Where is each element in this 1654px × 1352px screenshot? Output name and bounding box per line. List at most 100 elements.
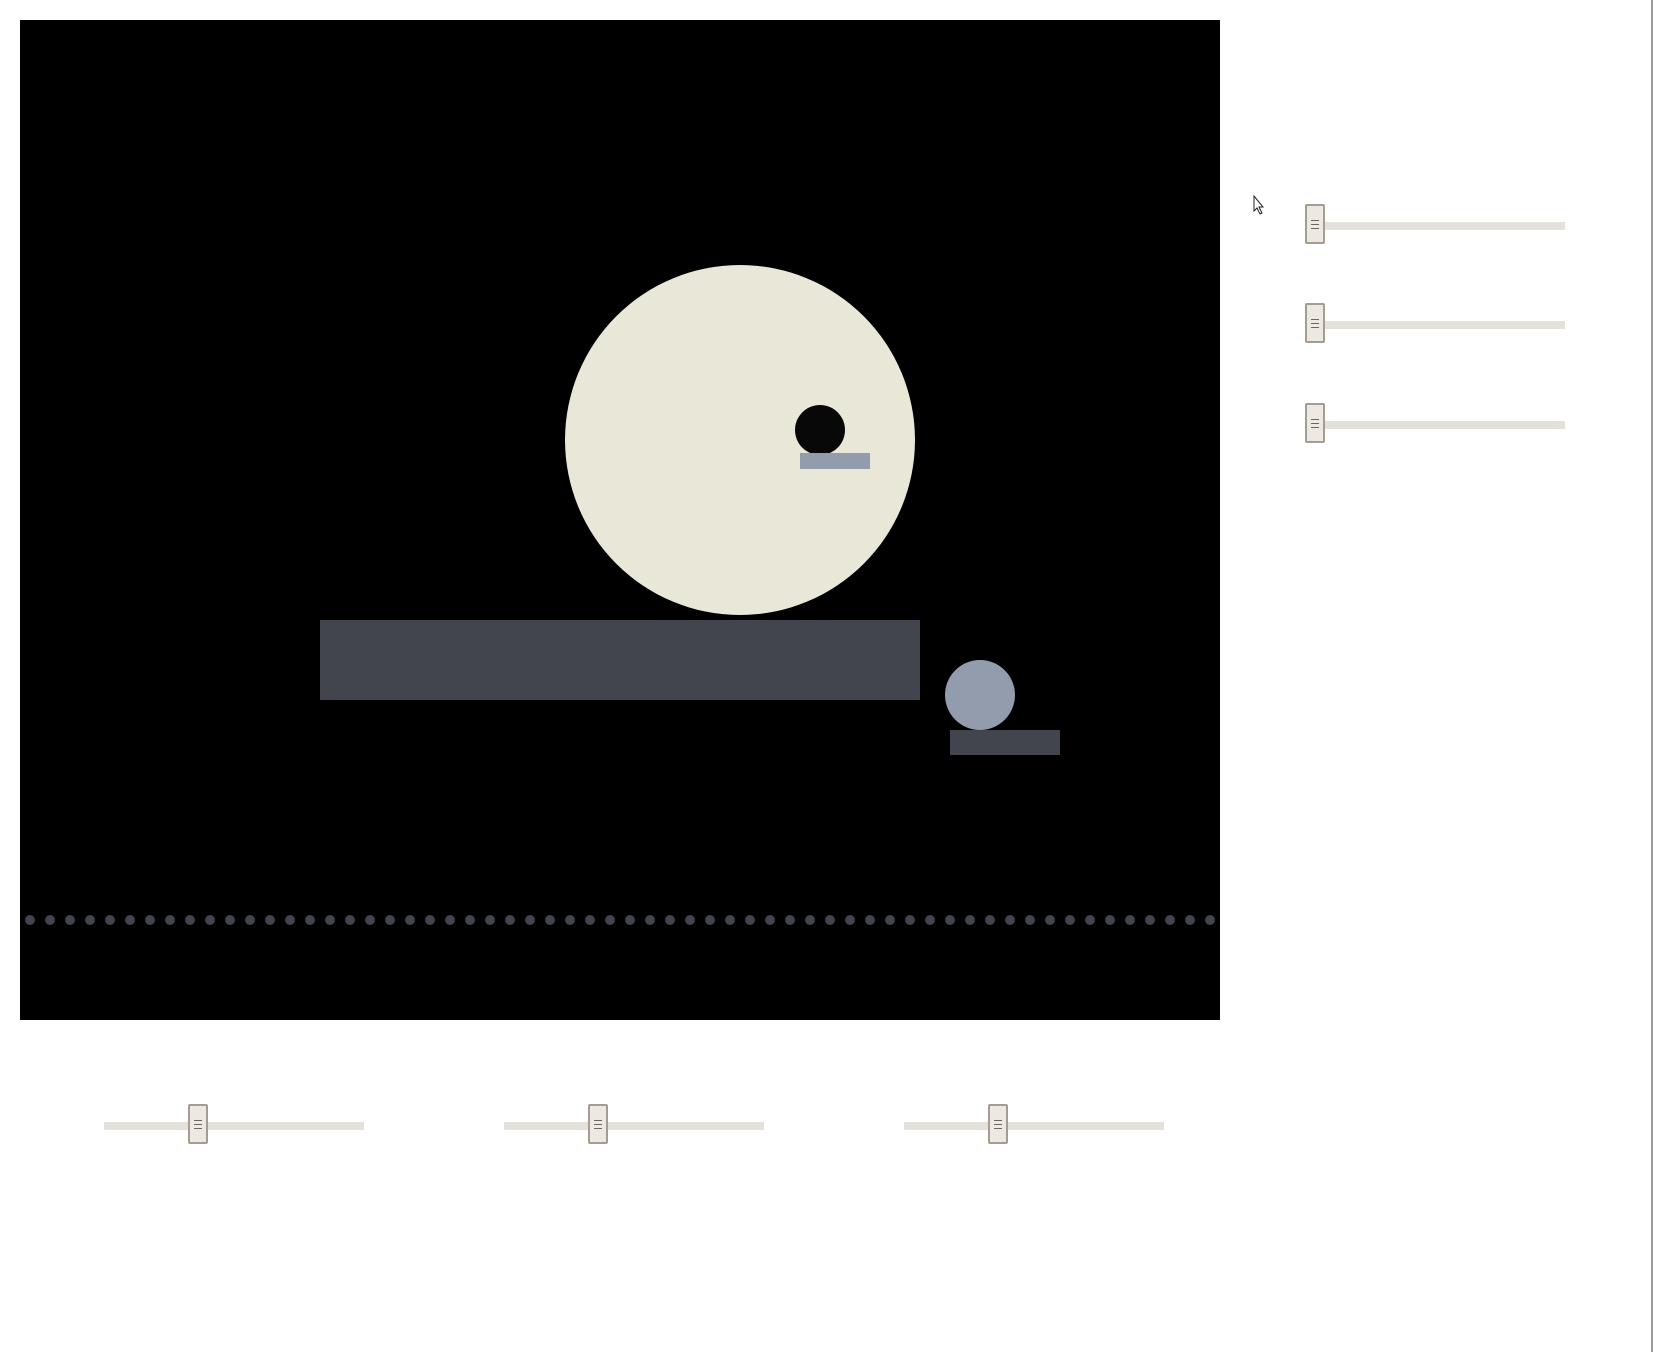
ground-dot <box>205 915 215 925</box>
ground-dot <box>25 915 35 925</box>
grip-line <box>1311 427 1319 428</box>
ground-dot <box>345 915 355 925</box>
right-slider-1[interactable] <box>1305 204 1565 248</box>
ground-dot <box>625 915 635 925</box>
gray-blue-bar <box>800 453 870 469</box>
grip-line <box>594 1128 602 1129</box>
ground-dot <box>425 915 435 925</box>
ground-dot <box>505 915 515 925</box>
ground-dot <box>365 915 375 925</box>
slider-track[interactable] <box>904 1122 1164 1130</box>
ground-dot <box>645 915 655 925</box>
ground-dot <box>385 915 395 925</box>
ground-dot <box>745 915 755 925</box>
grip-lines-icon <box>994 1120 1002 1121</box>
ground-dot <box>105 915 115 925</box>
dotted-ground-line <box>20 915 1220 927</box>
grip-line <box>994 1124 1002 1125</box>
bottom-slider-1[interactable] <box>104 1104 364 1148</box>
game-canvas[interactable] <box>20 20 1220 1020</box>
ground-dot <box>705 915 715 925</box>
grip-lines-icon <box>594 1120 602 1121</box>
ground-dot <box>145 915 155 925</box>
ground-dot <box>245 915 255 925</box>
slider-thumb[interactable] <box>1305 403 1325 443</box>
text-cursor-icon <box>1253 195 1265 215</box>
ground-dot <box>1005 915 1015 925</box>
grip-line <box>1311 224 1319 225</box>
grip-lines-icon <box>1311 319 1319 320</box>
ground-dot <box>605 915 615 925</box>
grip-line <box>194 1128 202 1129</box>
ground-dot <box>825 915 835 925</box>
window-edge <box>1651 0 1653 1352</box>
slider-thumb[interactable] <box>188 1104 208 1144</box>
ground-dot <box>665 915 675 925</box>
ground-dot <box>1185 915 1195 925</box>
ground-dot <box>165 915 175 925</box>
ground-dot <box>865 915 875 925</box>
ground-dot <box>45 915 55 925</box>
right-slider-2[interactable] <box>1305 303 1565 347</box>
ground-dot <box>1145 915 1155 925</box>
ground-dot <box>265 915 275 925</box>
slider-track[interactable] <box>1305 222 1565 230</box>
ground-dot <box>465 915 475 925</box>
bottom-slider-2[interactable] <box>504 1104 764 1148</box>
ground-dot <box>905 915 915 925</box>
slider-track[interactable] <box>1305 321 1565 329</box>
ground-dot <box>1125 915 1135 925</box>
ground-dot <box>85 915 95 925</box>
ground-dot <box>445 915 455 925</box>
ground-dot <box>765 915 775 925</box>
ground-dot <box>1065 915 1075 925</box>
grip-line <box>1311 327 1319 328</box>
ground-dot <box>185 915 195 925</box>
ground-dot <box>1045 915 1055 925</box>
ground-dot <box>885 915 895 925</box>
right-slider-3[interactable] <box>1305 403 1565 447</box>
ground-dot <box>925 915 935 925</box>
grip-line <box>1311 228 1319 229</box>
ground-dot <box>1025 915 1035 925</box>
ground-dot <box>585 915 595 925</box>
ground-dot <box>225 915 235 925</box>
slider-track[interactable] <box>104 1122 364 1130</box>
ground-dot <box>485 915 495 925</box>
ground-dot <box>125 915 135 925</box>
small-black-circle <box>795 405 845 455</box>
ground-dot <box>785 915 795 925</box>
ground-dot <box>525 915 535 925</box>
ground-dot <box>845 915 855 925</box>
small-gray-blue-circle <box>945 660 1015 730</box>
ground-dot <box>285 915 295 925</box>
ground-dot <box>805 915 815 925</box>
ground-dot <box>545 915 555 925</box>
grip-lines-icon <box>1311 220 1319 221</box>
grip-line <box>1311 323 1319 324</box>
ground-dot <box>305 915 315 925</box>
ground-dot <box>725 915 735 925</box>
slider-thumb[interactable] <box>588 1104 608 1144</box>
grip-line <box>594 1124 602 1125</box>
slider-track[interactable] <box>1305 421 1565 429</box>
grip-lines-icon <box>194 1120 202 1121</box>
ground-dot <box>965 915 975 925</box>
ground-dot <box>945 915 955 925</box>
ground-dot <box>405 915 415 925</box>
dark-gray-platform <box>320 620 920 700</box>
ground-dot <box>985 915 995 925</box>
ground-dot <box>685 915 695 925</box>
ground-dot <box>565 915 575 925</box>
ground-dot <box>1105 915 1115 925</box>
slider-track[interactable] <box>504 1122 764 1130</box>
ground-dot <box>325 915 335 925</box>
grip-lines-icon <box>1311 419 1319 420</box>
bottom-slider-3[interactable] <box>904 1104 1164 1148</box>
small-dark-base <box>950 730 1060 755</box>
large-cream-circle <box>565 265 915 615</box>
slider-thumb[interactable] <box>1305 303 1325 343</box>
slider-thumb[interactable] <box>1305 204 1325 244</box>
grip-line <box>1311 423 1319 424</box>
slider-thumb[interactable] <box>988 1104 1008 1144</box>
